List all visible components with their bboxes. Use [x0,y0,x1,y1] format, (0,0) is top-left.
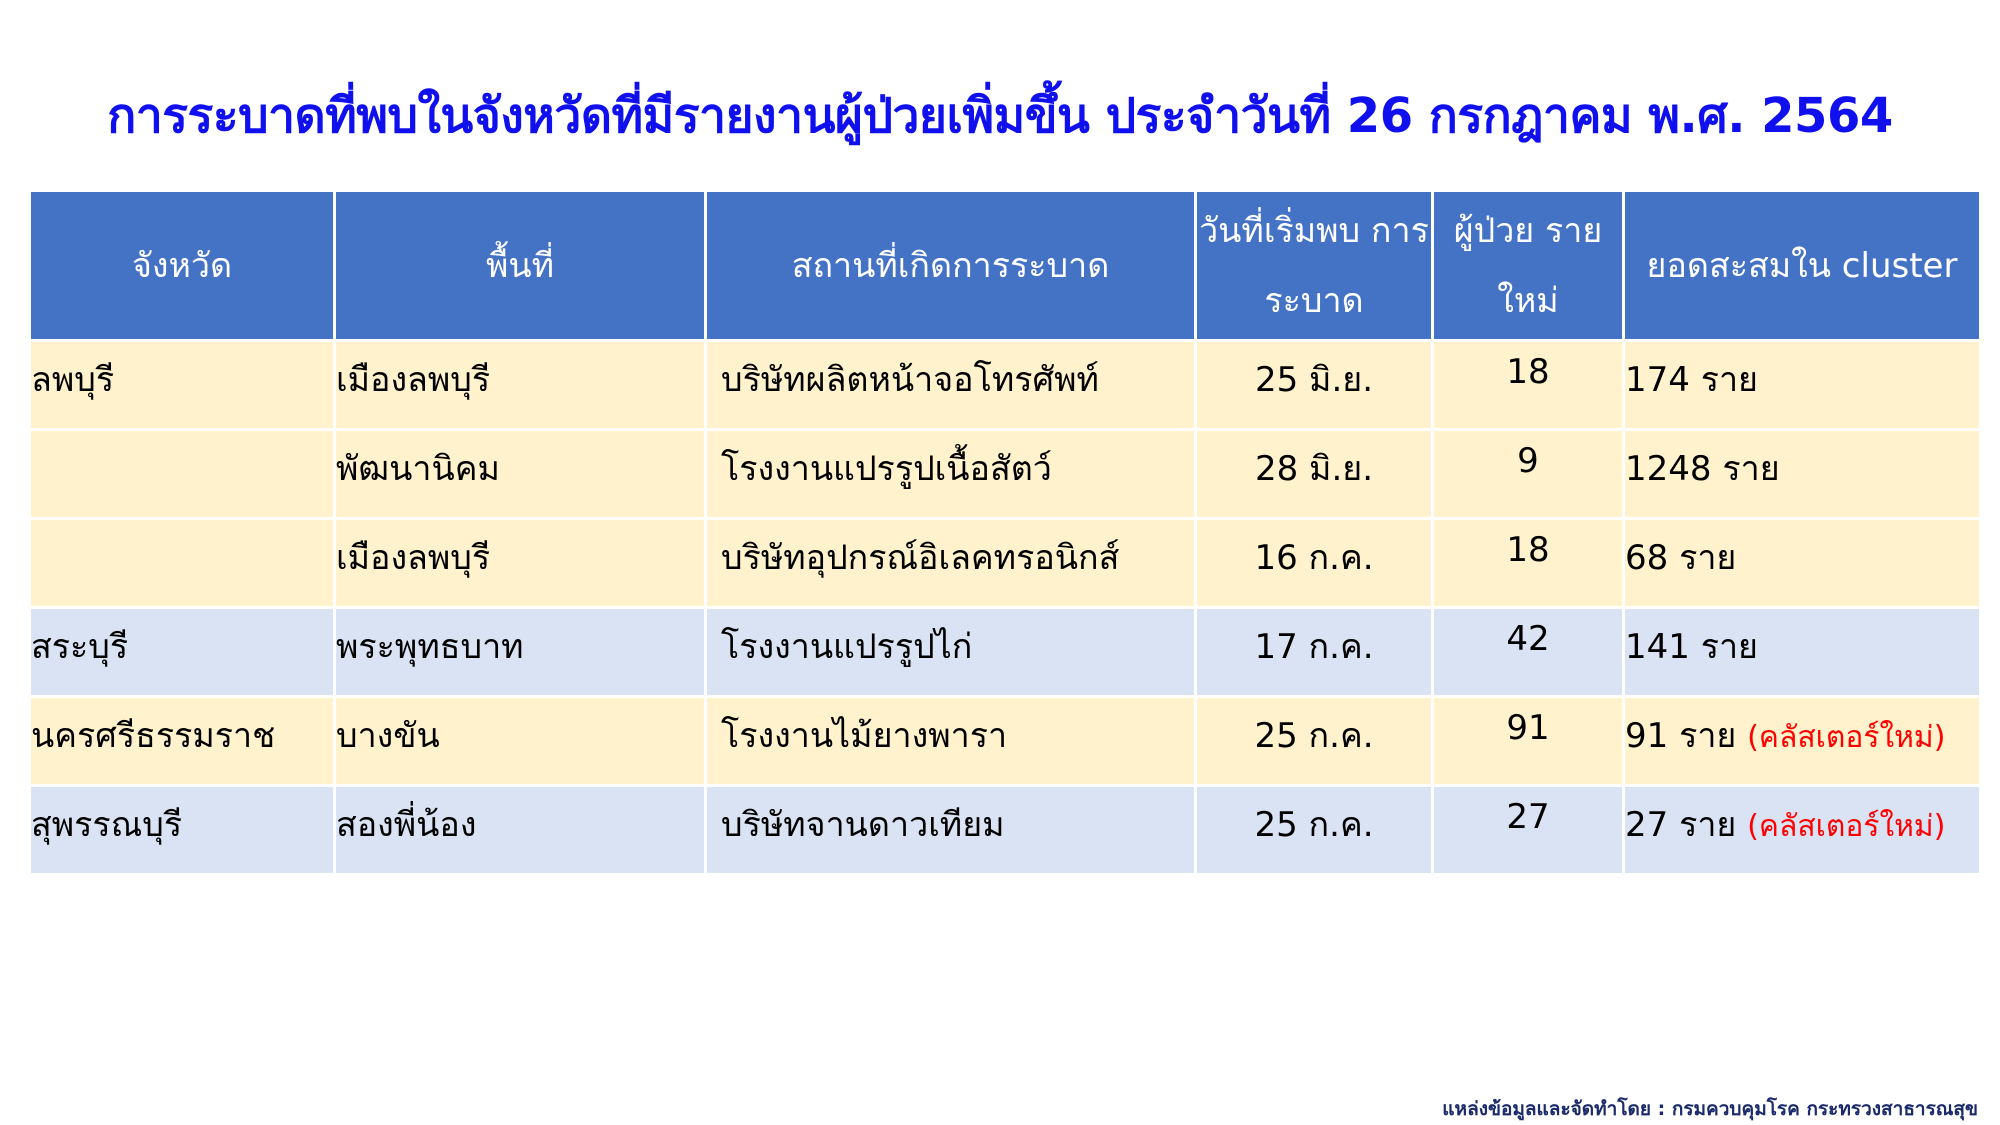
total-value: 1248 ราย [1625,449,1780,489]
cell-place: บริษัทผลิตหน้าจอโทรศัพท์ [704,339,1197,431]
total-value: 141 ราย [1625,627,1758,667]
source-footer: แหล่งข้อมูลและจัดทำโดย : กรมควบคุมโรค กร… [1442,1098,1978,1120]
cell-total: 1248 ราย [1622,428,1982,520]
cell-total: 68 ราย [1622,517,1982,609]
header-new-cases: ผู้ป่วย รายใหม่ [1431,189,1625,342]
cell-new: 42 [1431,606,1625,698]
table-header: จังหวัด พื้นที่ สถานที่เกิดการระบาด วันท… [28,189,1982,342]
cell-total: 174 ราย [1622,339,1982,431]
table-row: เมืองลพบุรี บริษัทอุปกรณ์อิเลคทรอนิกส์ 16 … [28,517,1982,609]
cell-new: 18 [1431,339,1625,431]
cell-place: บริษัทอุปกรณ์อิเลคทรอนิกส์ [704,517,1197,609]
cell-area: สองพี่น้อง [333,784,707,876]
cell-area: พัฒนานิคม [333,428,707,520]
cell-new: 27 [1431,784,1625,876]
cell-province: สระบุรี [28,606,336,698]
total-value: 91 ราย [1625,716,1737,756]
cell-province [28,428,336,520]
cell-date: 25 มิ.ย. [1194,339,1434,431]
header-place: สถานที่เกิดการระบาด [704,189,1197,342]
cell-area: เมืองลพบุรี [333,339,707,431]
cell-place: บริษัทจานดาวเทียม [704,784,1197,876]
cell-province: สุพรรณบุรี [28,784,336,876]
header-total: ยอดสะสมใน cluster [1622,189,1982,342]
header-date: วันที่เริ่มพบ การระบาด [1194,189,1434,342]
table-row: พัฒนานิคม โรงงานแปรรูปเนื้อสัตว์ 28 มิ.ย. 9… [28,428,1982,520]
header-area: พื้นที่ [333,189,707,342]
cell-new: 91 [1431,695,1625,787]
page-title: การระบาดที่พบในจังหวัดที่มีรายงานผู้ป่วย… [107,88,1893,144]
cell-new: 9 [1431,428,1625,520]
cell-area: พระพุทธบาท [333,606,707,698]
table-row: สุพรรณบุรี สองพี่น้อง บริษัทจานดาวเทียม 25 … [28,784,1982,876]
total-value: 27 ราย [1625,805,1737,845]
table-row: นครศรีธรรมราช บางขัน โรงงานไม้ยางพารา 25 ก.… [28,695,1982,787]
table-row: สระบุรี พระพุทธบาท โรงงานแปรรูปไก่ 17 ก.ค. 4… [28,606,1982,698]
cell-area: เมืองลพบุรี [333,517,707,609]
cell-place: โรงงานแปรรูปเนื้อสัตว์ [704,428,1197,520]
cell-date: 16 ก.ค. [1194,517,1434,609]
cell-province: นครศรีธรรมราช [28,695,336,787]
total-value: 68 ราย [1625,538,1737,578]
cell-date: 17 ก.ค. [1194,606,1434,698]
table-row: ลพบุรี เมืองลพบุรี บริษัทผลิตหน้าจอโทรศัพท… [28,339,1982,431]
cell-place: โรงงานไม้ยางพารา [704,695,1197,787]
cell-total: 141 ราย [1622,606,1982,698]
cell-total: 27 ราย (คลัสเตอร์ใหม่) [1622,784,1982,876]
cell-date: 28 มิ.ย. [1194,428,1434,520]
cell-total: 91 ราย (คลัสเตอร์ใหม่) [1622,695,1982,787]
cell-province [28,517,336,609]
new-cluster-note: (คลัสเตอร์ใหม่) [1747,809,1946,844]
header-province: จังหวัด [28,189,336,342]
outbreak-table: จังหวัด พื้นที่ สถานที่เกิดการระบาด วันท… [28,189,1982,876]
cell-date: 25 ก.ค. [1194,695,1434,787]
cell-area: บางขัน [333,695,707,787]
total-value: 174 ราย [1625,360,1758,400]
cell-new: 18 [1431,517,1625,609]
cell-place: โรงงานแปรรูปไก่ [704,606,1197,698]
cell-province: ลพบุรี [28,339,336,431]
new-cluster-note: (คลัสเตอร์ใหม่) [1747,720,1946,755]
cell-date: 25 ก.ค. [1194,784,1434,876]
